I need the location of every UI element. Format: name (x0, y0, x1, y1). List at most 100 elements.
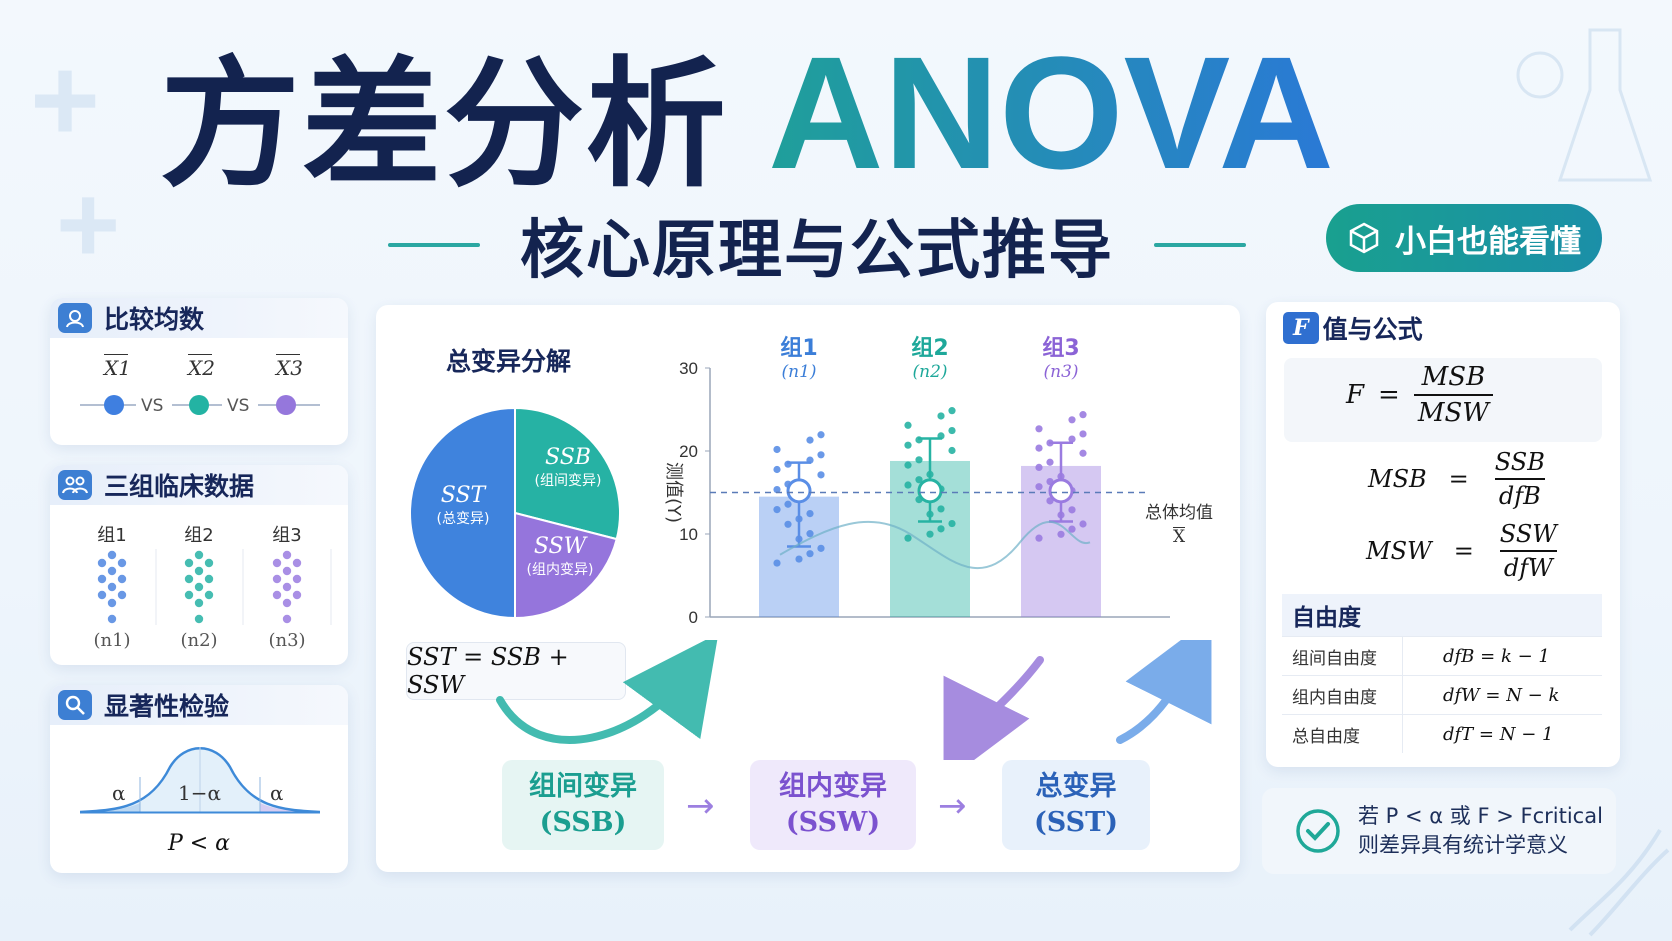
normal-distribution-curve (80, 747, 320, 814)
conclusion-line-1: 若 P < α 或 F > Fcritical (1358, 803, 1603, 828)
head-profile-icon (58, 303, 92, 333)
pie-slice-sst (409, 406, 516, 620)
subtitle: 核心原理与公式推导 (520, 214, 1114, 288)
f-title-text: 值与公式 (1322, 315, 1423, 344)
bar-data-point (1068, 506, 1076, 514)
bar-data-point (915, 456, 923, 464)
bar-data-point (806, 436, 814, 444)
clinical-data-point (204, 574, 214, 584)
mean-comparison-line (80, 395, 320, 415)
subtitle-line-right (1154, 243, 1246, 247)
clinical-data-title: 三组临床数据 (104, 472, 255, 501)
bar-data-point (1068, 416, 1076, 424)
clinical-data-point (194, 598, 204, 608)
page-title: 方差分析 ANOVA (160, 23, 1334, 207)
beginner-badge: 小白也能看懂 (1326, 204, 1602, 272)
compare-means-card: 比较均数 X1 X2 X3 VS VS (50, 298, 348, 445)
vs-label-2: VS (227, 396, 250, 416)
bar-data-point (937, 412, 945, 420)
dof-title: 自由度 (1282, 594, 1602, 636)
grand-mean-label: 总体均值 X (1145, 503, 1213, 547)
variance-pie-chart (409, 406, 621, 620)
bar-data-point (1035, 444, 1043, 452)
bar-data-point (1079, 520, 1087, 528)
significance-header: 显著性检验 (50, 685, 348, 725)
y-tick-label: 0 (689, 608, 698, 627)
clinical-data-point (282, 614, 292, 624)
group-bar-chart: 0 10 20 30 测值(Y) (663, 359, 1170, 627)
dof-row-between: 组间自由度 dfB = k − 1 (1282, 636, 1602, 675)
bar-group-label-3: 组3 (n3) (1042, 336, 1080, 382)
bar-group-label-2: 组2 (n2) (911, 336, 949, 382)
significance-card: 显著性检验 α 1−α α P < α (50, 685, 348, 873)
clinical-data-card: 三组临床数据 组1 组2 组3 (n1) (n2) (n3) (50, 465, 348, 665)
bar-data-point (937, 505, 945, 513)
f-panel-title: F 值与公式 (1283, 310, 1423, 346)
bar-group-label-1: 组1 (n1) (780, 336, 818, 382)
clinical-data-point (97, 574, 107, 584)
flow-within-variance: 组内变异 (SSW) (750, 760, 916, 850)
variation-wave (779, 520, 1091, 570)
bar-data-point (806, 550, 814, 558)
bar-data-point (1068, 525, 1076, 533)
flow-arrow-2: → (938, 786, 967, 826)
y-tick-label: 10 (679, 525, 698, 544)
f-formula: F = MSB MSW (1346, 362, 1494, 428)
confidence-label: 1−α (178, 781, 221, 805)
bar-data-point (1046, 458, 1054, 466)
clinical-data-point (272, 590, 282, 600)
bar-data-point (948, 446, 956, 455)
flow-arrow-1: → (686, 786, 715, 826)
clinical-group-2: 组2 (184, 525, 214, 546)
clinical-group-1: 组1 (97, 525, 127, 546)
conclusion-box: 若 P < α 或 F > Fcritical 则差异具有统计学意义 (1262, 788, 1616, 874)
check-circle-icon (1296, 809, 1340, 853)
bar-data-point (948, 407, 956, 415)
group-mean-marker (917, 478, 943, 504)
bar-data-point (1035, 425, 1043, 433)
f-formula-box (1284, 358, 1602, 442)
clinical-data-point (194, 566, 204, 576)
clinical-data-point (204, 590, 214, 600)
alpha-left-label: α (112, 781, 126, 805)
clinical-data-point (117, 590, 127, 600)
sst-equation: SST = SSB + SSW (406, 642, 626, 700)
clinical-data-point (97, 590, 107, 600)
bar-data-point (784, 520, 792, 528)
plus-decoration-icon: + (56, 163, 121, 286)
clinical-data-header: 三组临床数据 (50, 465, 348, 505)
mean-label-1: X1 (104, 354, 131, 380)
clinical-data-point (282, 582, 292, 592)
bar-data-point (773, 465, 781, 474)
bar-data-point (1079, 411, 1087, 419)
plus-decoration-icon: + (30, 33, 101, 167)
pie-label-sst: SST (总变异) (436, 483, 490, 527)
bar-data-point (937, 525, 945, 533)
bar-data-point (948, 519, 956, 528)
bar-data-point (1068, 435, 1076, 443)
msb-formula: MSB = SSB dfB (1368, 448, 1545, 510)
clinical-data-point (292, 590, 302, 600)
bar-data-point (806, 530, 814, 538)
clinical-data-point (194, 614, 204, 624)
bar-data-point (904, 441, 912, 449)
clinical-n-3: (n3) (268, 630, 306, 651)
title-chinese: 方差分析 (160, 44, 729, 207)
bar-data-point (904, 461, 912, 469)
bar-data-point (926, 530, 934, 538)
clinical-data-point (184, 590, 194, 600)
compare-means-header: 比较均数 (50, 298, 348, 338)
clinical-data-point (282, 550, 292, 560)
pie-label-ssb: SSB (组间变异) (534, 445, 602, 489)
bar-data-point (773, 485, 781, 494)
clinical-dot-plots (97, 549, 332, 625)
compare-means-title: 比较均数 (104, 305, 205, 334)
pie-slice-ssb (514, 406, 621, 541)
bar-data-point (1057, 530, 1065, 538)
people-group-icon (58, 470, 92, 500)
cube-icon (1349, 222, 1379, 254)
clinical-data-point (107, 582, 117, 592)
search-icon (58, 690, 92, 720)
flask-decoration-icon (1516, 28, 1653, 182)
dof-row-within: 组内自由度 dfW = N − k (1282, 675, 1602, 714)
